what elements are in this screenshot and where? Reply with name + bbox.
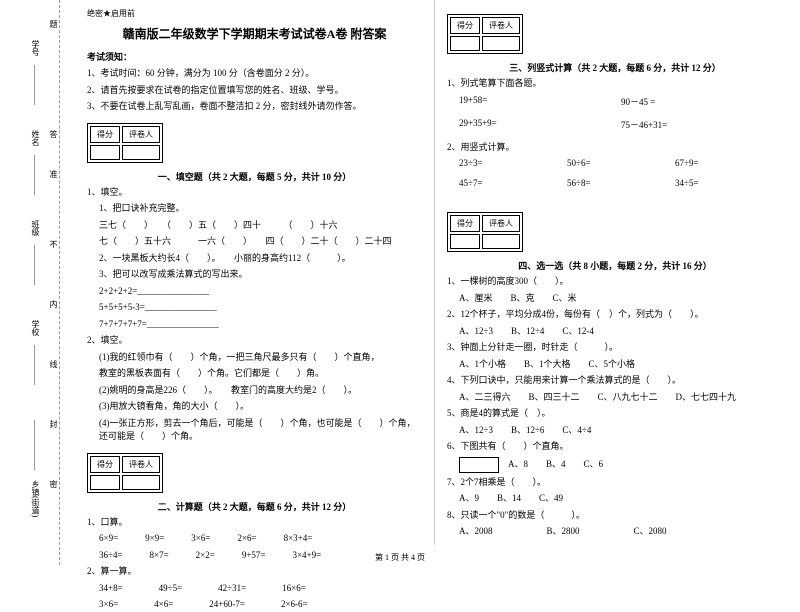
- left-column: 绝密★启用前 赣南版二年级数学下学期期末考试试卷A卷 附答案 考试须知： 1、考…: [75, 0, 435, 545]
- notice-heading: 考试须知：: [87, 50, 422, 63]
- seal-mark-7: 封: [48, 420, 59, 434]
- exam-title: 赣南版二年级数学下学期期末考试试卷A卷 附答案: [87, 25, 422, 42]
- q-text: 3×6= 4×6= 24+60-7= 2×6-6=: [99, 598, 422, 612]
- q-text: 4、下列口诀中，只能用来计算一个乘法算式的是（ ）。: [447, 374, 783, 388]
- q-text: 2+2+2+2=________________: [99, 285, 422, 299]
- seal-mark-4: 不: [48, 240, 59, 254]
- field-class: 班级: [30, 220, 41, 236]
- score-table: 得分 评卷人: [87, 453, 163, 493]
- marker-cell: 评卷人: [122, 456, 160, 473]
- section-4-title: 四、选一选（共 8 小题，每题 2 分，共计 16 分）: [447, 259, 783, 272]
- q-options: A、12÷3 B、12÷4 C、12-4: [459, 325, 783, 339]
- q-text: 8、只读一个"0"的数是（ ）。: [447, 509, 783, 523]
- q-text: (3)用放大镜看角，角的大小（ ）。: [99, 400, 422, 414]
- seal-mark-2: 答: [48, 130, 59, 144]
- seal-mark-1: 题: [48, 20, 59, 34]
- seal-mark-8: 密: [48, 480, 59, 494]
- seal-mark-6: 线: [48, 360, 59, 374]
- q-text: 34+8= 49÷5= 42÷31= 16×6=: [99, 582, 422, 596]
- problem-row: 19+58= 90－45 =: [459, 95, 783, 108]
- problem: 90－45 =: [621, 95, 783, 108]
- q-text: 5+5+5+5-3=________________: [99, 301, 422, 315]
- score-cell: 得分: [450, 17, 480, 34]
- problem: 67÷9=: [675, 158, 783, 168]
- q-text: 1、填空。: [87, 186, 422, 200]
- page-footer: 第 1 页 共 4 页: [0, 552, 800, 563]
- q-text: (2)姚明的身高是226（ ）。 教室门的高度大约是2（ ）。: [99, 384, 422, 398]
- notice-item: 2、请首先按要求在试卷的指定位置填写您的姓名、班级、学号。: [87, 84, 422, 98]
- page-content: 绝密★启用前 赣南版二年级数学下学期期末考试试卷A卷 附答案 考试须知： 1、考…: [75, 0, 795, 545]
- problem-row: 29+35+9= 75－46+31=: [459, 118, 783, 131]
- problem: 19+58=: [459, 95, 621, 108]
- q-options: A、二三得六 B、四三十二 C、八九七十二 D、七七四十九: [459, 391, 783, 405]
- score-table: 得分 评卷人: [447, 14, 523, 54]
- q-text: 7、2个7相乘是（ ）。: [447, 476, 783, 490]
- q-text: 7+7+7+7+7=________________: [99, 318, 422, 332]
- marker-cell: 评卷人: [482, 17, 520, 34]
- q-text: 2、一块黑板大约长4（ ）。 小丽的身高约112（ ）。: [99, 252, 422, 266]
- seal-mark-5: 内: [48, 300, 59, 314]
- q-options: A、2008 B、2800 C、2080: [459, 525, 783, 539]
- q-text: 1、把口诀补充完整。: [99, 202, 422, 216]
- seal-mark-3: 准: [48, 170, 59, 184]
- confidential-label: 绝密★启用前: [87, 8, 422, 19]
- q-options: A、12÷3 B、12÷6 C、4÷4: [459, 424, 783, 438]
- q-options: A、9 B、14 C、49: [459, 492, 783, 506]
- section-1-title: 一、填空题（共 2 大题，每题 5 分，共计 10 分）: [87, 170, 422, 183]
- notice-item: 3、不要在试卷上乱写乱画，卷面不整洁扣 2 分，密封线外请勿作答。: [87, 100, 422, 114]
- section-3-title: 三、列竖式计算（共 2 大题，每题 6 分，共计 12 分）: [447, 61, 783, 74]
- marker-cell: 评卷人: [482, 215, 520, 232]
- q-options: A、1个小格 B、1个大格 C、5个小格: [459, 358, 783, 372]
- q-text: 三七（ ） （ ）五（ ）四十 （ ）十六: [99, 219, 422, 233]
- q-text: 1、列式笔算下面各题。: [447, 77, 783, 91]
- q6-figure: A、8 B、4 C、6: [459, 457, 783, 473]
- notice-item: 1、考试时间：60 分钟，满分为 100 分（含卷面分 2 分）。: [87, 67, 422, 81]
- q-options: A、8 B、4 C、6: [508, 459, 603, 469]
- score-cell: 得分: [90, 456, 120, 473]
- field-town: 乡镇(街道): [30, 480, 41, 517]
- field-school: 学校: [30, 320, 41, 336]
- q-text: 3、钟面上分针走一圈，时针走（ ）。: [447, 341, 783, 355]
- q-text: 教室的黑板表面有（ ）个角。它们都是（ ）角。: [99, 367, 422, 381]
- q-text: (4)一张正方形，剪去一个角后，可能是（ ）个角，也可能是（ ）个角，还可能是（…: [99, 417, 422, 444]
- q-text: 2、算一算。: [87, 565, 422, 579]
- score-cell: 得分: [90, 126, 120, 143]
- q-text: 3、把可以改写成乘法算式的写出来。: [99, 268, 422, 282]
- q-text: 6、下图共有（ ）个直角。: [447, 440, 783, 454]
- q-text: 1、一棵树的高度300（ ）。: [447, 275, 783, 289]
- q-text: 1、口算。: [87, 516, 422, 530]
- problem: 56÷8=: [567, 178, 675, 188]
- right-column: 得分 评卷人 三、列竖式计算（共 2 大题，每题 6 分，共计 12 分） 1、…: [435, 0, 795, 545]
- rectangle-icon: [459, 457, 499, 473]
- q-text: (1)我的红领巾有（ ）个角，一把三角尺最多只有（ ）个直角，: [99, 351, 422, 365]
- section-2-title: 二、计算题（共 2 大题，每题 6 分，共计 12 分）: [87, 500, 422, 513]
- problem: 34÷5=: [675, 178, 783, 188]
- binding-margin: 学号 姓名 班级 学校 乡镇(街道) 题 答 准 不 内 线 封 密: [0, 0, 60, 565]
- problem: 29+35+9=: [459, 118, 621, 131]
- problem: 23÷3=: [459, 158, 567, 168]
- q-text: 2、填空。: [87, 334, 422, 348]
- problem-row: 23÷3= 50÷6= 67÷9=: [459, 158, 783, 168]
- problem: 75－46+31=: [621, 118, 783, 131]
- marker-cell: 评卷人: [122, 126, 160, 143]
- problem: 45÷7=: [459, 178, 567, 188]
- score-cell: 得分: [450, 215, 480, 232]
- score-table: 得分 评卷人: [447, 212, 523, 252]
- q-options: A、厘米 B、克 C、米: [459, 292, 783, 306]
- q-text: 七（ ）五十六 一六（ ） 四（ ）二十（ ）二十四: [99, 235, 422, 249]
- score-table: 得分 评卷人: [87, 123, 163, 163]
- q-text: 2、用竖式计算。: [447, 141, 783, 155]
- q-text: 5、商是4的算式是（ ）。: [447, 407, 783, 421]
- problem: 50÷6=: [567, 158, 675, 168]
- q-text: 6×9= 9×9= 3×6= 2×6= 8×3+4=: [99, 532, 422, 546]
- field-name: 姓名: [30, 130, 41, 146]
- problem-row: 45÷7= 56÷8= 34÷5=: [459, 178, 783, 188]
- field-student-id: 学号: [30, 40, 41, 56]
- q-text: 2、12个杯子，平均分成4份，每份有（ ）个，列式为（ ）。: [447, 308, 783, 322]
